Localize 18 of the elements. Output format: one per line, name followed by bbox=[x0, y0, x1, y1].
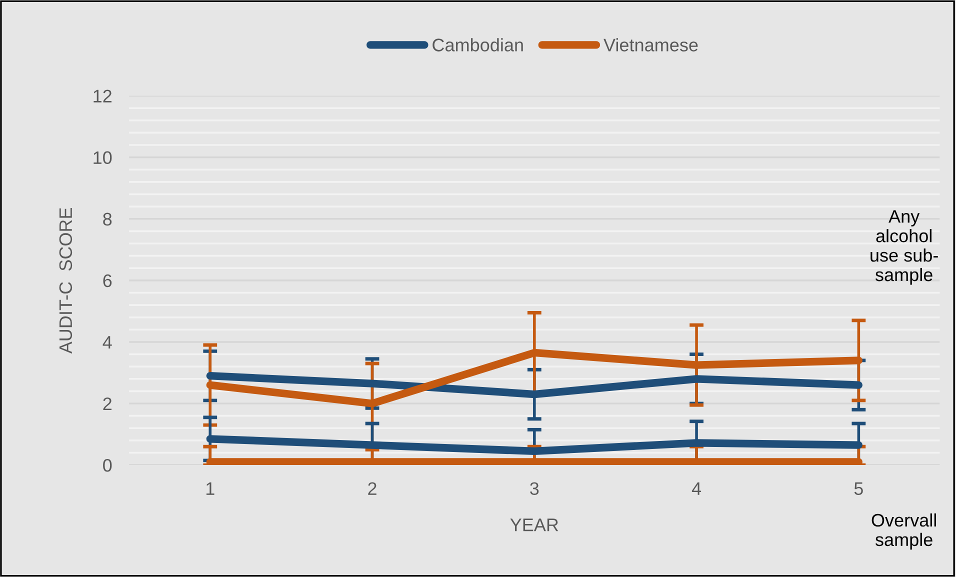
y-tick-label: 4 bbox=[102, 336, 112, 349]
y-tick-label: 8 bbox=[103, 212, 112, 226]
y-axis-title: AUDIT-C SCORE bbox=[59, 208, 72, 354]
text: Overvall sample bbox=[872, 513, 936, 550]
y-tick-label: 6 bbox=[103, 274, 112, 288]
legend-label: Vietnamese bbox=[604, 38, 698, 52]
x-tick-label: 3 bbox=[530, 482, 539, 495]
x-tick-label: 1 bbox=[206, 482, 214, 495]
annotation: Any alcohol use sub- sample bbox=[870, 210, 938, 285]
x-tick-label: 4 bbox=[692, 482, 702, 495]
legend-label: Cambodian bbox=[432, 38, 523, 52]
y-tick-label: 10 bbox=[94, 151, 112, 164]
x-tick-label: 5 bbox=[854, 482, 863, 495]
y-tick-label: 12 bbox=[94, 90, 112, 102]
y-tick-label: 2 bbox=[103, 397, 112, 410]
x-axis-title: YEAR bbox=[510, 518, 558, 532]
x-tick-label: 2 bbox=[368, 482, 376, 495]
y-tick-label: 0 bbox=[103, 458, 112, 472]
